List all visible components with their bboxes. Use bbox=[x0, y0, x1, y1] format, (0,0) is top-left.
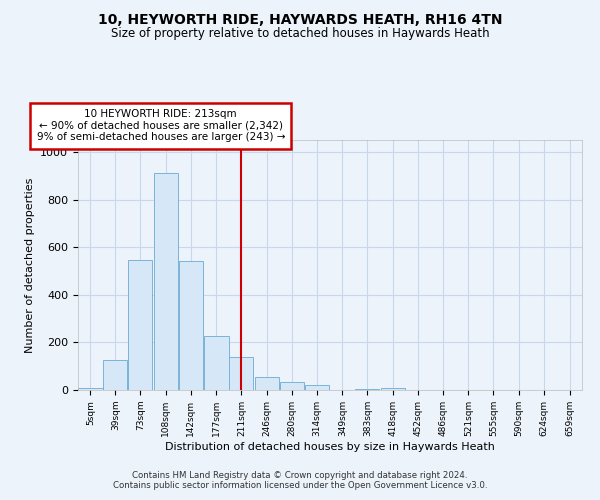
Bar bbox=[255, 377, 279, 390]
Bar bbox=[280, 382, 304, 390]
Bar bbox=[381, 388, 405, 390]
Bar bbox=[79, 388, 103, 390]
Bar bbox=[103, 360, 127, 390]
Text: 10, HEYWORTH RIDE, HAYWARDS HEATH, RH16 4TN: 10, HEYWORTH RIDE, HAYWARDS HEATH, RH16 … bbox=[98, 12, 502, 26]
Y-axis label: Number of detached properties: Number of detached properties bbox=[25, 178, 35, 352]
X-axis label: Distribution of detached houses by size in Haywards Heath: Distribution of detached houses by size … bbox=[165, 442, 495, 452]
Bar bbox=[355, 389, 379, 390]
Text: Contains public sector information licensed under the Open Government Licence v3: Contains public sector information licen… bbox=[113, 480, 487, 490]
Bar bbox=[229, 356, 253, 390]
Bar bbox=[154, 174, 178, 390]
Text: Size of property relative to detached houses in Haywards Heath: Size of property relative to detached ho… bbox=[110, 28, 490, 40]
Text: 10 HEYWORTH RIDE: 213sqm
← 90% of detached houses are smaller (2,342)
9% of semi: 10 HEYWORTH RIDE: 213sqm ← 90% of detach… bbox=[37, 109, 285, 142]
Text: Contains HM Land Registry data © Crown copyright and database right 2024.: Contains HM Land Registry data © Crown c… bbox=[132, 470, 468, 480]
Bar bbox=[128, 260, 152, 390]
Bar bbox=[305, 385, 329, 390]
Bar bbox=[179, 262, 203, 390]
Bar bbox=[205, 336, 229, 390]
